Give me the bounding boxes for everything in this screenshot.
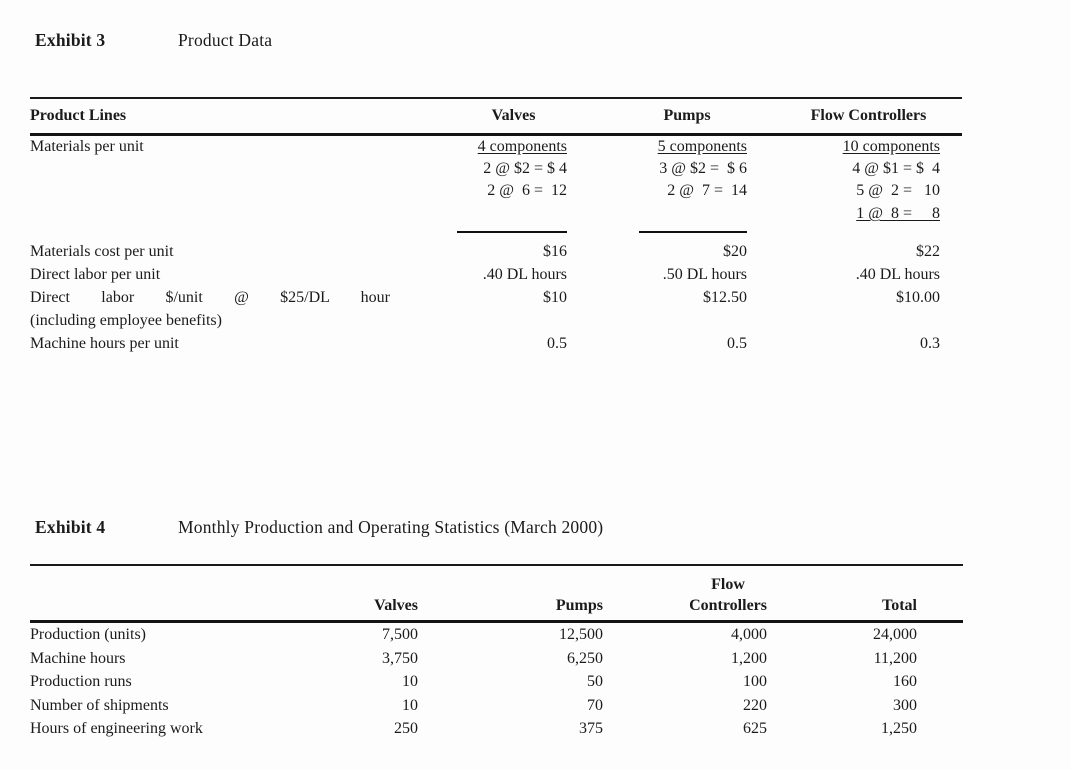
- col-header-pumps: Pumps: [418, 565, 603, 623]
- col-header-flow-controllers: Flow Controllers: [603, 565, 767, 623]
- fc-production: 4,000: [731, 626, 767, 643]
- row-label: Production runs: [30, 673, 132, 690]
- production-units-row: Production (units) 7,500 12,500 4,000 24…: [30, 622, 963, 647]
- valves-sum-rule: [457, 231, 567, 233]
- exhibit4-header-row: Valves Pumps Flow Controllers Total: [30, 565, 963, 623]
- pumps-engineering-hours: 375: [579, 720, 603, 737]
- subtotal-rule-row: [30, 226, 962, 240]
- fc-dl-hours: .40 DL hours: [855, 266, 940, 283]
- fc-production-runs: 100: [743, 673, 767, 690]
- row-label: Hours of engineering work: [30, 720, 203, 737]
- valves-components-count: 4 components: [477, 138, 567, 155]
- exhibit4-title: Monthly Production and Operating Statist…: [178, 517, 604, 537]
- pumps-dl-cost: $12.50: [703, 289, 747, 306]
- pumps-production: 12,500: [559, 626, 603, 643]
- col-header-flow-controllers: Flow Controllers: [747, 98, 962, 136]
- materials-per-unit-row: Materials per unit 4 components 5 compon…: [30, 135, 962, 159]
- flow-header-line2: Controllers: [689, 597, 767, 614]
- fc-dl-cost: $10.00: [896, 289, 940, 306]
- pumps-components-count: 5 components: [657, 138, 747, 155]
- row-label: Production (units): [30, 626, 146, 643]
- fc-calc-2: 5 @ 2 = 10: [856, 182, 940, 199]
- fc-calc-1: 4 @ $1 = $ 4: [852, 160, 940, 177]
- valves-production-runs: 10: [402, 673, 418, 690]
- exhibit3-header-row: Product Lines Valves Pumps Flow Controll…: [30, 98, 962, 136]
- valves-dl-hours: .40 DL hours: [482, 266, 567, 283]
- pumps-production-runs: 50: [587, 673, 603, 690]
- direct-labor-cost-row: Direct labor $/unit @ $25/DL hour $10 $1…: [30, 286, 962, 309]
- valves-calc-2: 2 @ 6 = 12: [487, 182, 567, 199]
- exhibit3-product-data-table: Product Lines Valves Pumps Flow Controll…: [30, 97, 962, 355]
- row-label: Direct labor per unit: [30, 266, 161, 283]
- materials-cost-row: Materials cost per unit $16 $20 $22: [30, 240, 962, 263]
- row-label: Materials per unit: [30, 138, 144, 155]
- total-machine-hours: 11,200: [873, 649, 917, 667]
- valves-machine-hours: 0.5: [547, 335, 567, 352]
- total-production: 24,000: [873, 626, 917, 643]
- components-calc-row-1: 2 @ $2 = $ 4 3 @ $2 = $ 6 4 @ $1 = $ 4: [30, 158, 962, 180]
- fc-components-count: 10 components: [842, 138, 940, 155]
- fc-shipments: 220: [743, 696, 767, 714]
- exhibit3-title: Product Data: [178, 30, 273, 50]
- machine-hours-row: Machine hours 3,750 6,250 1,200 11,200: [30, 647, 963, 671]
- engineering-work-row: Hours of engineering work 250 375 625 1,…: [30, 717, 963, 741]
- row-label: Number of shipments: [30, 696, 169, 714]
- row-label: Direct labor $/unit @ $25/DL hour: [30, 289, 390, 306]
- pumps-sum-rule: [639, 231, 747, 233]
- fc-machine-hours: 1,200: [731, 649, 767, 667]
- valves-dl-cost: $10: [543, 289, 567, 306]
- flow-header-line1: Flow: [711, 576, 745, 593]
- fc-calc-3: 1 @ 8 = 8: [856, 205, 940, 222]
- labor-note-row: (including employee benefits): [30, 309, 962, 332]
- valves-materials-cost: $16: [543, 243, 567, 260]
- fc-engineering-hours: 625: [743, 720, 767, 737]
- fc-machine-hours: 0.3: [920, 335, 940, 352]
- col-header-valves: Valves: [390, 98, 567, 136]
- total-production-runs: 160: [893, 673, 917, 690]
- row-label: Machine hours: [30, 649, 126, 667]
- pumps-calc-1: 3 @ $2 = $ 6: [659, 160, 747, 177]
- pumps-machine-hours: 6,250: [567, 649, 603, 667]
- pumps-materials-cost: $20: [723, 243, 747, 260]
- pumps-machine-hours: 0.5: [727, 335, 747, 352]
- col-header-product-lines: Product Lines: [30, 98, 390, 136]
- valves-calc-1: 2 @ $2 = $ 4: [483, 160, 567, 177]
- row-label-note: (including employee benefits): [30, 312, 222, 329]
- total-engineering-hours: 1,250: [881, 720, 917, 737]
- exhibit3-label: Exhibit 3: [35, 30, 106, 50]
- pumps-shipments: 70: [587, 696, 603, 714]
- fc-materials-cost: $22: [916, 243, 940, 260]
- machine-hours-row: Machine hours per unit 0.5 0.5 0.3: [30, 332, 962, 355]
- valves-machine-hours: 3,750: [382, 649, 418, 667]
- components-calc-row-2: 2 @ 6 = 12 2 @ 7 = 14 5 @ 2 = 10: [30, 180, 962, 202]
- valves-production: 7,500: [382, 626, 418, 643]
- valves-engineering-hours: 250: [394, 720, 418, 737]
- components-calc-row-3: 1 @ 8 = 8: [30, 202, 962, 226]
- row-label: Machine hours per unit: [30, 335, 179, 352]
- exhibit4-statistics-table: Valves Pumps Flow Controllers Total Prod…: [30, 564, 963, 741]
- valves-shipments: 10: [402, 696, 418, 714]
- total-shipments: 300: [893, 696, 917, 714]
- col-header-pumps: Pumps: [567, 98, 747, 136]
- direct-labor-hours-row: Direct labor per unit .40 DL hours .50 D…: [30, 263, 962, 286]
- pumps-calc-2: 2 @ 7 = 14: [667, 182, 747, 199]
- pumps-dl-hours: .50 DL hours: [662, 266, 747, 283]
- row-label: Materials cost per unit: [30, 243, 174, 260]
- col-header-valves: Valves: [330, 565, 418, 623]
- production-runs-row: Production runs 10 50 100 160: [30, 670, 963, 694]
- col-header-total: Total: [767, 565, 963, 623]
- exhibit4-label: Exhibit 4: [35, 517, 106, 537]
- shipments-row: Number of shipments 10 70 220 300: [30, 694, 963, 718]
